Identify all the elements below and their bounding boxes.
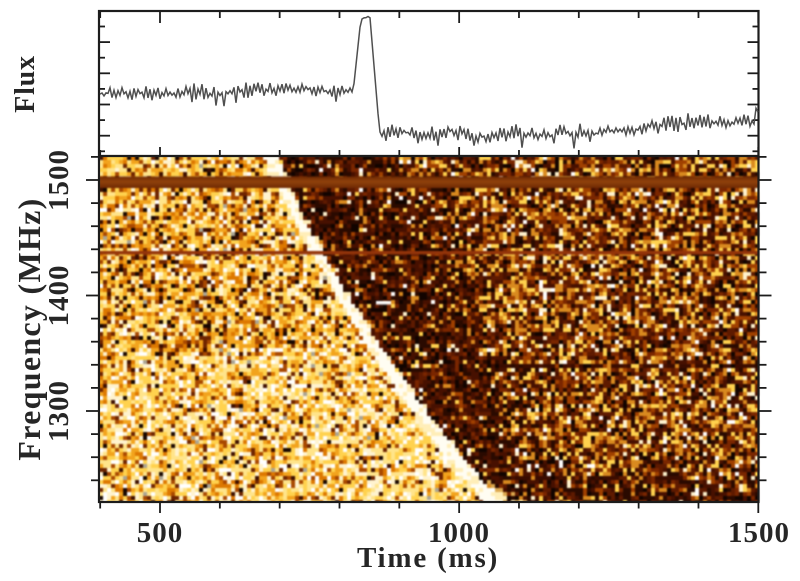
svg-text:1500: 1500 xyxy=(728,517,790,549)
svg-text:Time (ms): Time (ms) xyxy=(357,542,499,574)
svg-text:1500: 1500 xyxy=(43,149,75,211)
svg-text:1300: 1300 xyxy=(43,380,75,442)
svg-text:Flux: Flux xyxy=(10,55,41,113)
svg-text:1400: 1400 xyxy=(43,265,75,327)
svg-text:1000: 1000 xyxy=(428,517,490,549)
svg-text:500: 500 xyxy=(137,517,184,549)
svg-text:Frequency (MHz): Frequency (MHz) xyxy=(11,197,47,460)
